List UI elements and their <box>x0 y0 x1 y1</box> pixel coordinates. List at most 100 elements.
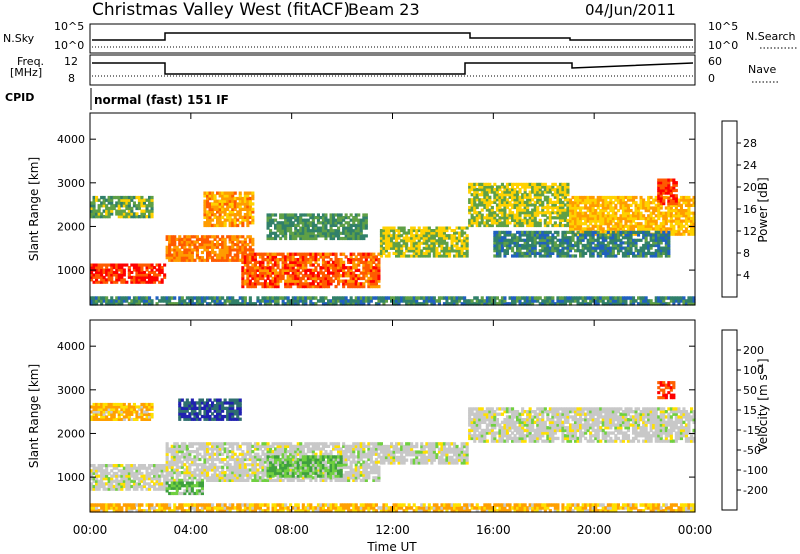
data-cell <box>97 268 101 272</box>
data-cell <box>289 236 293 241</box>
data-cell <box>493 299 497 303</box>
data-cell <box>188 442 192 446</box>
data-cell <box>241 218 245 222</box>
data-cell <box>601 227 605 231</box>
data-cell <box>558 299 562 303</box>
data-cell <box>117 302 121 306</box>
data-cell <box>405 236 409 240</box>
data-cell <box>571 254 575 258</box>
data-cell <box>309 252 313 256</box>
data-cell <box>475 182 479 186</box>
data-cell <box>511 193 515 197</box>
data-cell <box>218 202 222 206</box>
data-cell <box>503 190 507 194</box>
data-cell <box>125 280 129 284</box>
data-cell <box>558 241 562 245</box>
y-tick-label: 3000 <box>57 177 85 190</box>
data-cell <box>495 193 499 197</box>
data-cell <box>296 282 300 286</box>
data-cell <box>649 214 653 218</box>
data-cell <box>566 241 570 245</box>
data-cell <box>616 224 620 228</box>
data-cell <box>218 256 222 260</box>
data-cell <box>690 216 694 221</box>
data-cell <box>188 302 192 306</box>
data-cell <box>158 280 162 284</box>
data-cell <box>90 270 94 274</box>
data-cell <box>379 239 383 243</box>
data-cell <box>155 477 159 481</box>
data-cell <box>193 463 197 467</box>
data-cell <box>546 190 550 194</box>
data-cell <box>601 203 605 207</box>
data-cell <box>294 213 298 217</box>
data-cell <box>369 260 373 264</box>
data-cell <box>281 223 285 227</box>
data-cell <box>183 455 187 459</box>
data-cell <box>616 219 620 223</box>
data-cell <box>435 229 439 233</box>
data-cell <box>316 221 320 225</box>
data-cell <box>523 302 527 306</box>
data-cell <box>193 473 197 477</box>
data-cell <box>284 282 288 286</box>
data-cell <box>505 241 509 245</box>
data-cell <box>667 219 671 223</box>
data-cell <box>105 204 109 208</box>
data-cell <box>173 460 177 464</box>
data-cell <box>122 273 126 277</box>
data-cell <box>531 246 535 250</box>
data-cell <box>480 198 484 202</box>
data-cell <box>579 216 583 221</box>
data-cell <box>206 302 210 306</box>
data-cell <box>339 266 343 270</box>
data-cell <box>548 249 552 253</box>
data-cell <box>175 468 179 472</box>
data-cell <box>659 202 663 206</box>
data-cell <box>316 229 320 233</box>
data-cell <box>281 299 285 303</box>
data-cell <box>256 260 260 264</box>
data-cell <box>286 258 290 262</box>
data-cell <box>551 216 555 220</box>
data-cell <box>165 253 169 257</box>
data-cell <box>682 219 686 223</box>
data-cell <box>339 221 343 225</box>
data-cell <box>657 181 661 185</box>
data-cell <box>677 299 681 303</box>
data-cell <box>407 229 411 233</box>
data-cell <box>652 238 656 242</box>
data-cell <box>566 205 570 210</box>
data-cell <box>513 203 517 207</box>
data-cell <box>286 229 290 233</box>
data-cell <box>420 241 424 245</box>
data-cell <box>349 252 353 256</box>
data-cell <box>148 278 152 282</box>
data-cell <box>319 296 323 300</box>
data-cell <box>274 296 278 300</box>
data-cell <box>664 302 668 306</box>
data-cell <box>132 201 136 205</box>
data-cell <box>241 250 245 255</box>
data-cell <box>561 190 565 194</box>
data-cell <box>458 231 462 235</box>
data-cell <box>203 210 207 214</box>
data-cell <box>200 468 204 472</box>
data-cell <box>316 234 320 238</box>
data-cell <box>692 229 696 234</box>
data-cell <box>556 211 560 215</box>
data-cell <box>175 302 179 306</box>
data-cell <box>473 208 477 212</box>
data-cell <box>211 473 215 477</box>
data-cell <box>316 252 320 256</box>
data-cell <box>626 233 630 237</box>
data-cell <box>652 211 656 215</box>
data-cell <box>518 299 522 303</box>
data-cell <box>274 213 278 217</box>
data-cell <box>92 263 96 267</box>
date-title: 04/Jun/2011 <box>585 1 676 19</box>
data-cell <box>339 274 343 278</box>
data-cell <box>526 249 530 253</box>
data-cell <box>145 296 149 300</box>
data-cell <box>198 256 202 260</box>
